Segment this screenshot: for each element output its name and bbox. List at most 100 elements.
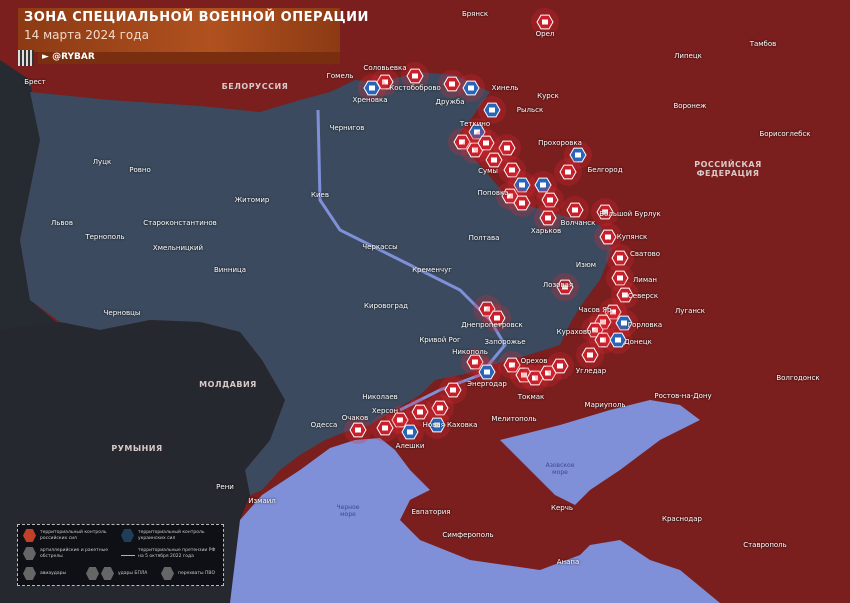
marker-glyph-icon (484, 369, 490, 375)
marker-glyph-icon (600, 319, 606, 325)
city-label: Сумы (478, 167, 498, 175)
country-romania: РУМЫНИЯ (111, 444, 163, 453)
handle-bar (38, 52, 340, 64)
city-label: Ставрополь (743, 541, 787, 549)
marker-glyph-icon (449, 81, 455, 87)
city-label: Хмельницкий (152, 244, 204, 252)
legend-claims: территориальные претензии РФ на 5 октябр… (138, 548, 216, 559)
city-label: Лиман (633, 276, 657, 284)
city-label: Сватово (629, 250, 661, 258)
marker-glyph-icon (521, 372, 527, 378)
city-label: Ровно (129, 166, 151, 174)
city-label: Хреновка (352, 96, 388, 104)
marker-glyph-icon (545, 215, 551, 221)
sea-azov: Азовское море (545, 462, 575, 476)
city-label: Николаев (362, 393, 398, 401)
city-label: Гомель (326, 72, 354, 80)
marker-glyph-icon (509, 167, 515, 173)
city-label: Луцк (92, 158, 112, 166)
marker-glyph-icon (412, 73, 418, 79)
city-label: Липецк (674, 52, 702, 60)
legend-drones: удары БПЛА (118, 571, 148, 576)
russian-control-swatch (23, 529, 36, 542)
city-label: Хинель (491, 84, 519, 92)
marker-glyph-icon (519, 182, 525, 188)
marker-glyph-icon (602, 209, 608, 215)
city-label: Тамбов (749, 40, 777, 48)
city-label: Брянск (461, 10, 489, 18)
marker-glyph-icon (504, 145, 510, 151)
city-label: Керчь (551, 504, 573, 512)
city-label: Волгодонск (776, 374, 820, 382)
ukraine-controlled-area (20, 72, 612, 495)
marker-glyph-icon (557, 363, 563, 369)
city-label: Белгород (587, 166, 623, 174)
map-date: 14 марта 2024 года (24, 28, 149, 42)
marker-glyph-icon (494, 315, 500, 321)
marker-glyph-icon (587, 352, 593, 358)
city-label: Чернигов (329, 124, 365, 132)
city-label: Купянск (616, 233, 648, 241)
city-label: Очаков (341, 414, 369, 422)
city-label: Измаил (248, 497, 276, 505)
city-label: Донецк (624, 338, 652, 346)
city-label: Ростов-на-Дону (654, 392, 712, 400)
marker-glyph-icon (562, 284, 568, 290)
city-label: Луганск (674, 307, 706, 315)
country-moldova: МОЛДАВИЯ (199, 380, 257, 389)
telegram-handle[interactable]: ► @RYBAR (42, 52, 95, 62)
legend-air-defense: перехваты ПВО (178, 571, 216, 576)
city-label: Токмак (517, 393, 545, 401)
marker-glyph-icon (621, 320, 627, 326)
handle-text: @RYBAR (52, 52, 95, 62)
city-label: Борисоглебск (759, 130, 811, 138)
city-label: Львов (51, 219, 73, 227)
city-label: Волчанск (560, 219, 596, 227)
city-label: Теткино (459, 120, 491, 128)
marker-glyph-icon (382, 425, 388, 431)
legend-ukrainian-control: территориальный контроль украинских сил (138, 530, 205, 541)
city-label: Анапа (556, 558, 580, 566)
marker-glyph-icon (417, 409, 423, 415)
dnieper-river (316, 109, 507, 412)
marker-glyph-icon (532, 375, 538, 381)
qr-code-icon (18, 50, 34, 66)
marker-glyph-icon (434, 422, 440, 428)
marker-glyph-icon (572, 207, 578, 213)
city-label: Брест (24, 78, 46, 86)
marker-glyph-icon (545, 370, 551, 376)
city-label: Рыльск (516, 106, 544, 114)
title-banner (18, 8, 340, 52)
marker-glyph-icon (592, 327, 598, 333)
city-label: Алешки (395, 442, 425, 450)
city-label: Кривой Рог (419, 336, 461, 344)
legend-artillery: артиллерийские и ракетные обстрелы (40, 548, 109, 559)
marker-glyph-icon (617, 255, 623, 261)
poland-area (0, 60, 60, 330)
marker-glyph-icon (509, 362, 515, 368)
marker-glyph-icon (484, 306, 490, 312)
marker-glyph-icon (519, 200, 525, 206)
marker-glyph-icon (542, 19, 548, 25)
city-label: Евпатория (411, 508, 451, 516)
city-label: Орел (535, 30, 555, 38)
city-label: Херсон (371, 407, 399, 415)
marker-glyph-icon (540, 182, 546, 188)
air-defense-icon (161, 567, 174, 580)
marker-glyph-icon (600, 337, 606, 343)
country-belarus: БЕЛОРУССИЯ (221, 82, 289, 91)
claims-line (121, 555, 135, 556)
azov-sea (500, 400, 700, 505)
marker-glyph-icon (474, 129, 480, 135)
marker-glyph-icon (472, 359, 478, 365)
city-label: Горловка (627, 321, 663, 329)
sea-black: Черное море (336, 504, 360, 518)
city-label: Соловьевка (363, 64, 407, 72)
city-label: Полтава (468, 234, 500, 242)
legend-airstrikes: авиаудары (40, 571, 67, 576)
marker-glyph-icon (615, 337, 621, 343)
marker-glyph-icon (397, 417, 403, 423)
city-label: Большой Бурлук (599, 210, 661, 218)
city-label: Краснодар (662, 515, 702, 523)
